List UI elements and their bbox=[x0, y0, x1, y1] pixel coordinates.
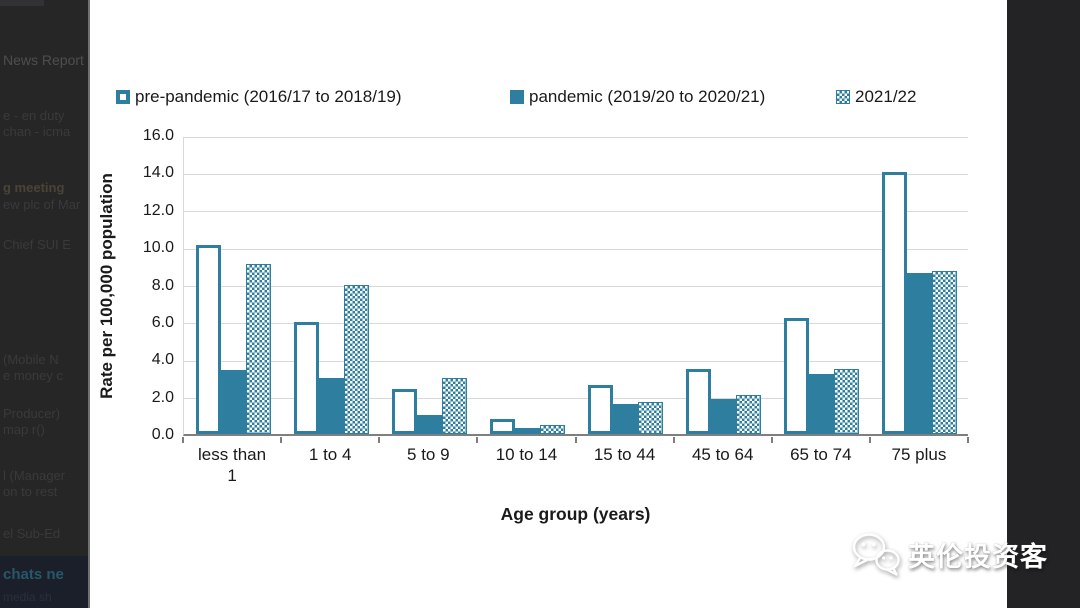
y-tick-label: 4.0 bbox=[151, 351, 174, 369]
bar bbox=[834, 368, 860, 434]
x-axis-title: Age group (years) bbox=[500, 504, 651, 524]
y-tick-label: 10.0 bbox=[142, 239, 174, 257]
background-bottom-label: chats ne bbox=[3, 566, 64, 583]
bar bbox=[613, 404, 639, 434]
gridline bbox=[184, 360, 968, 362]
x-axis-tick bbox=[770, 437, 773, 443]
background-text-fragment: on to rest bbox=[3, 484, 58, 499]
x-tick-label: 1 to 4 bbox=[308, 445, 352, 464]
x-tick-label: 65 to 74 bbox=[790, 445, 852, 464]
bar bbox=[220, 370, 246, 434]
bar bbox=[539, 424, 565, 434]
background-bottom-block: chats ne media sh bbox=[0, 556, 88, 608]
bar bbox=[489, 419, 515, 434]
bar bbox=[711, 398, 737, 434]
plot-area bbox=[183, 136, 968, 436]
background-text-fragment: g meeting bbox=[3, 180, 65, 195]
background-topbar bbox=[0, 0, 44, 6]
background-text-fragment: map r() bbox=[3, 422, 45, 437]
x-axis-tick bbox=[280, 437, 283, 443]
bar bbox=[514, 428, 540, 434]
y-tick-label: 14.0 bbox=[142, 164, 174, 182]
x-axis-tick bbox=[476, 437, 479, 443]
bar bbox=[416, 415, 442, 434]
bar bbox=[907, 273, 933, 434]
gridline bbox=[184, 173, 968, 175]
y-tick-label: 0.0 bbox=[151, 426, 174, 443]
watermark-text: 英伦投资客 bbox=[908, 541, 1048, 572]
bar bbox=[638, 402, 664, 434]
legend-item-2021-22: 2021/22 bbox=[836, 87, 916, 107]
legend-label-pandemic: pandemic (2019/20 to 2020/21) bbox=[529, 87, 766, 106]
legend-item-pandemic: pandemic (2019/20 to 2020/21) bbox=[510, 87, 765, 107]
chart-legend: pre-pandemic (2016/17 to 2018/19) pandem… bbox=[90, 87, 1007, 113]
background-bottom-subtext: media sh bbox=[3, 590, 52, 604]
x-tick-label: 5 to 9 bbox=[407, 445, 450, 464]
x-axis-tick bbox=[672, 437, 675, 443]
gridline bbox=[184, 211, 968, 213]
y-tick-label: 8.0 bbox=[151, 276, 174, 294]
bar bbox=[588, 385, 614, 434]
background-text-fragment: ew plc of Mar bbox=[3, 197, 81, 212]
background-text-fragment: e money c bbox=[3, 368, 63, 383]
gridline bbox=[184, 398, 968, 400]
bar bbox=[343, 284, 369, 434]
x-axis-tick bbox=[378, 437, 381, 443]
y-tick-label: 2.0 bbox=[151, 388, 174, 406]
legend-label-pre-pandemic: pre-pandemic (2016/17 to 2018/19) bbox=[135, 87, 402, 106]
bar bbox=[391, 389, 417, 434]
y-tick-label: 12.0 bbox=[142, 201, 174, 219]
background-text-fragment: (Mobile N bbox=[3, 352, 59, 367]
bar bbox=[293, 321, 319, 434]
bar bbox=[784, 318, 810, 434]
x-axis-tick bbox=[868, 437, 871, 443]
legend-swatch-solid-icon bbox=[510, 90, 524, 104]
watermark: 英伦投资客 bbox=[849, 531, 1048, 577]
x-axis-tick bbox=[967, 437, 969, 443]
gridline bbox=[184, 248, 968, 250]
background-text-fragment: Chief SUI E bbox=[3, 237, 71, 252]
legend-swatch-outline-icon bbox=[116, 90, 130, 104]
bar bbox=[245, 263, 271, 434]
background-page-right bbox=[1007, 0, 1080, 608]
background-text-fragment: News Report bbox=[3, 52, 84, 68]
bar bbox=[736, 394, 762, 434]
bar bbox=[882, 172, 908, 434]
y-tick-label: 6.0 bbox=[151, 313, 174, 331]
background-text-fragment: l (Manager bbox=[3, 468, 66, 483]
legend-item-pre-pandemic: pre-pandemic (2016/17 to 2018/19) bbox=[116, 87, 402, 107]
bar bbox=[441, 377, 467, 434]
background-text-fragment: Producer) bbox=[3, 406, 61, 421]
legend-swatch-pattern-icon bbox=[836, 90, 850, 104]
bar bbox=[195, 245, 221, 434]
x-tick-label: 75 plus bbox=[891, 445, 947, 464]
bar bbox=[318, 377, 344, 434]
background-page-left: News Report e - en duty chan - icma g meeti… bbox=[0, 0, 88, 608]
background-text-fragment: e - en duty bbox=[3, 108, 65, 123]
gridline bbox=[184, 286, 968, 287]
background-text-fragment: chan - icma bbox=[3, 124, 71, 139]
chart-card: pre-pandemic (2016/17 to 2018/19) pandem… bbox=[88, 0, 1007, 608]
gridline bbox=[184, 136, 968, 138]
bar bbox=[686, 368, 712, 434]
gridline bbox=[184, 323, 968, 325]
x-tick-label: 15 to 44 bbox=[593, 445, 656, 464]
y-tick-label: 16.0 bbox=[142, 127, 174, 144]
x-tick-label: 45 to 64 bbox=[691, 445, 754, 464]
bar bbox=[932, 271, 958, 434]
x-axis-tick bbox=[574, 437, 577, 443]
x-tick-label: less than 1 bbox=[198, 445, 267, 486]
x-axis-tick bbox=[182, 437, 184, 443]
wechat-icon bbox=[852, 533, 900, 576]
bar bbox=[809, 374, 835, 434]
legend-label-2021-22: 2021/22 bbox=[855, 87, 917, 106]
x-tick-label: 10 to 14 bbox=[495, 445, 558, 464]
background-text-fragment: el Sub-Ed bbox=[3, 526, 61, 541]
